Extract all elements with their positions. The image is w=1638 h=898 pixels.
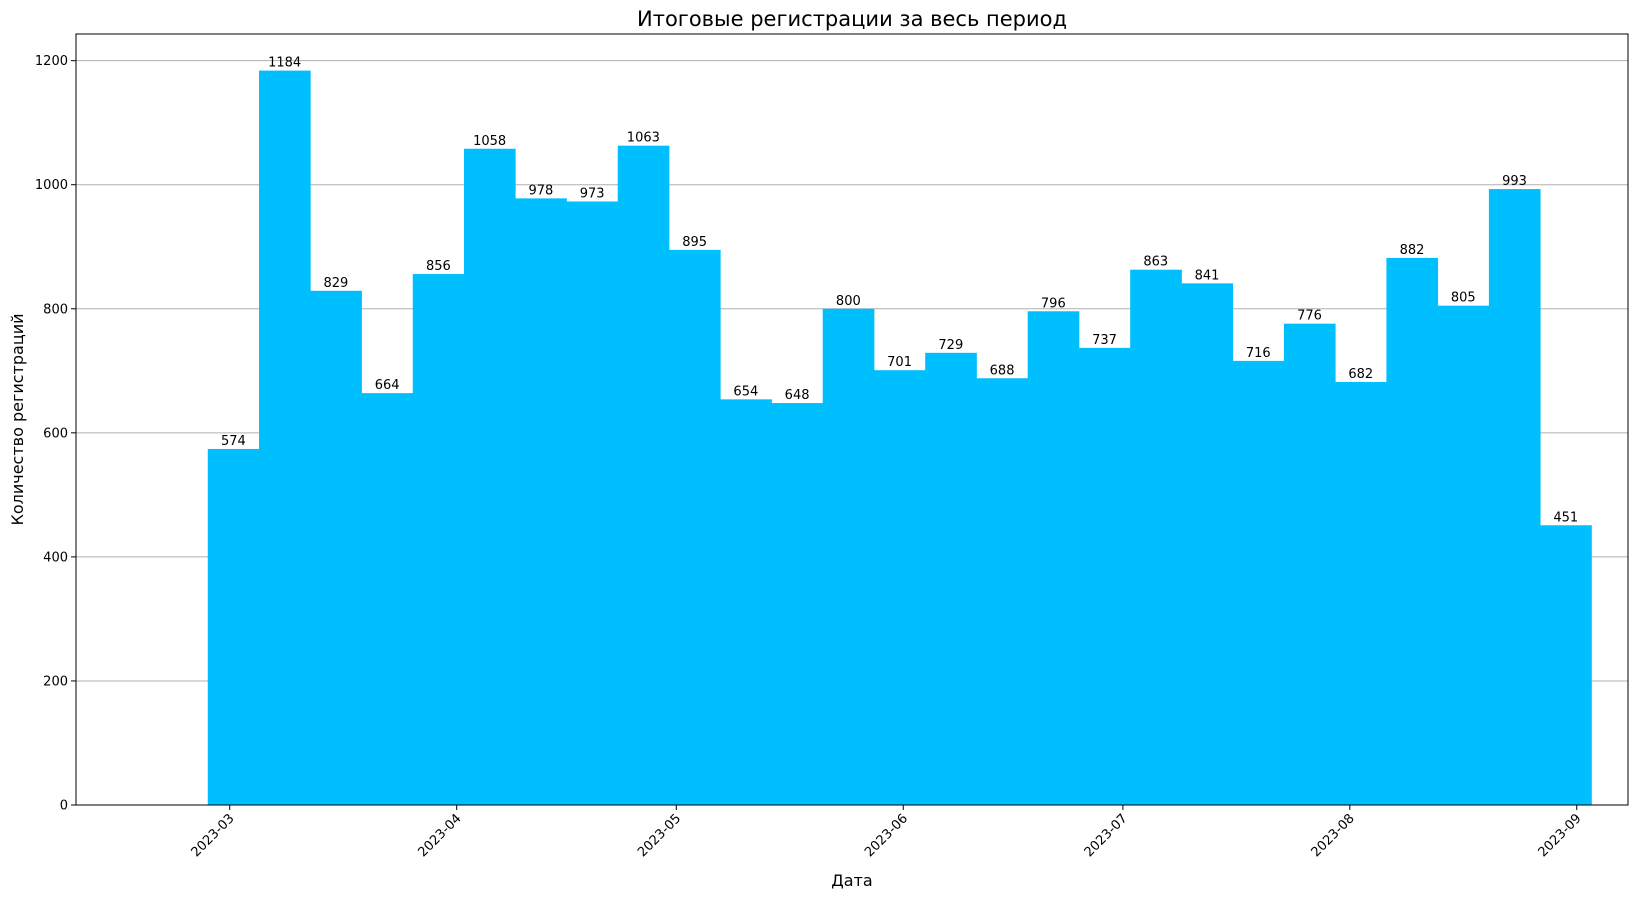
bar-value-label: 688	[990, 363, 1015, 378]
bar	[925, 352, 977, 805]
bar	[1027, 311, 1080, 805]
bar	[668, 249, 721, 805]
chart-title: Итоговые регистрации за весь период	[637, 7, 1067, 31]
x-tick-label: 2023-06	[862, 811, 911, 860]
bar	[361, 393, 414, 805]
x-tick-label: 2023-05	[635, 811, 684, 860]
y-tick-label: 1000	[35, 178, 68, 193]
bar-value-label: 574	[221, 434, 246, 449]
bar	[566, 201, 619, 805]
bar-value-label: 701	[887, 355, 912, 370]
bar	[1078, 347, 1131, 805]
bar	[822, 308, 875, 805]
bar-value-label: 682	[1348, 367, 1373, 382]
bar-value-label: 993	[1502, 174, 1527, 189]
y-tick-label: 600	[43, 426, 68, 441]
bar-value-label: 776	[1297, 309, 1322, 324]
bar	[720, 399, 772, 805]
x-tick-label: 2023-08	[1309, 811, 1358, 860]
y-tick-label: 0	[60, 799, 68, 814]
bar-value-label: 451	[1553, 510, 1578, 525]
bar-value-label: 648	[785, 388, 810, 403]
bar-value-label: 737	[1092, 333, 1117, 348]
plot-frame	[75, 33, 1629, 806]
x-tick-label: 2023-03	[189, 811, 238, 860]
y-axis-ticks: 0 200 400 600 800 1000 1200	[35, 54, 76, 814]
bar-value-label: 800	[836, 294, 861, 309]
bar-value-label: 1058	[473, 134, 506, 149]
x-tick-label: 2023-04	[415, 811, 464, 860]
bar-value-label: 895	[682, 235, 707, 250]
bar-value-label: 1184	[268, 56, 301, 71]
bar-value-label: 796	[1041, 296, 1066, 311]
y-tick-label: 800	[43, 302, 68, 317]
bar	[310, 290, 362, 806]
bar-value-label: 829	[323, 276, 348, 291]
bar	[1540, 525, 1592, 805]
bar-value-label: 1063	[627, 131, 660, 146]
bar	[515, 198, 567, 805]
bar	[617, 145, 670, 805]
bar-value-label: 882	[1400, 243, 1425, 258]
bar-value-label: 654	[733, 384, 758, 399]
bar-labels: 574 1184 829 664 856 1058 978 973 1063 895 654 648 8…	[221, 56, 1578, 526]
x-axis-label: Дата	[831, 871, 872, 890]
bar-value-label: 805	[1451, 291, 1476, 306]
bar	[1283, 323, 1336, 805]
bar	[873, 370, 926, 805]
y-axis-label: Количество регистраций	[8, 313, 27, 525]
x-axis-ticks: 2023-03 2023-04 2023-05 2023-06 2023-07 2023-…	[189, 805, 1585, 860]
bar	[771, 403, 824, 805]
bar	[1437, 305, 1490, 805]
bar	[207, 448, 260, 805]
bar	[1488, 189, 1541, 806]
bar-value-label: 716	[1246, 346, 1271, 361]
bar	[1232, 360, 1285, 805]
y-tick-label: 200	[43, 674, 68, 689]
y-tick-label: 1200	[35, 54, 68, 69]
bar-value-label: 973	[580, 186, 605, 201]
bar	[1335, 381, 1387, 805]
bar	[1130, 269, 1182, 805]
y-tick-label: 400	[43, 550, 68, 565]
bar	[976, 378, 1029, 805]
bar-value-label: 729	[938, 338, 963, 353]
x-tick-label: 2023-07	[1082, 811, 1131, 860]
bar	[259, 70, 311, 806]
bar	[464, 148, 516, 805]
bar-value-label: 863	[1143, 255, 1168, 270]
bar	[1386, 257, 1439, 806]
x-tick-label: 2023-09	[1536, 811, 1585, 860]
bar	[412, 274, 465, 805]
bar-value-label: 664	[375, 378, 400, 393]
bar-value-label: 978	[528, 183, 553, 198]
bar	[1181, 283, 1234, 805]
bars	[207, 70, 1592, 806]
bar-value-label: 856	[426, 259, 451, 274]
bar-value-label: 841	[1195, 268, 1220, 283]
